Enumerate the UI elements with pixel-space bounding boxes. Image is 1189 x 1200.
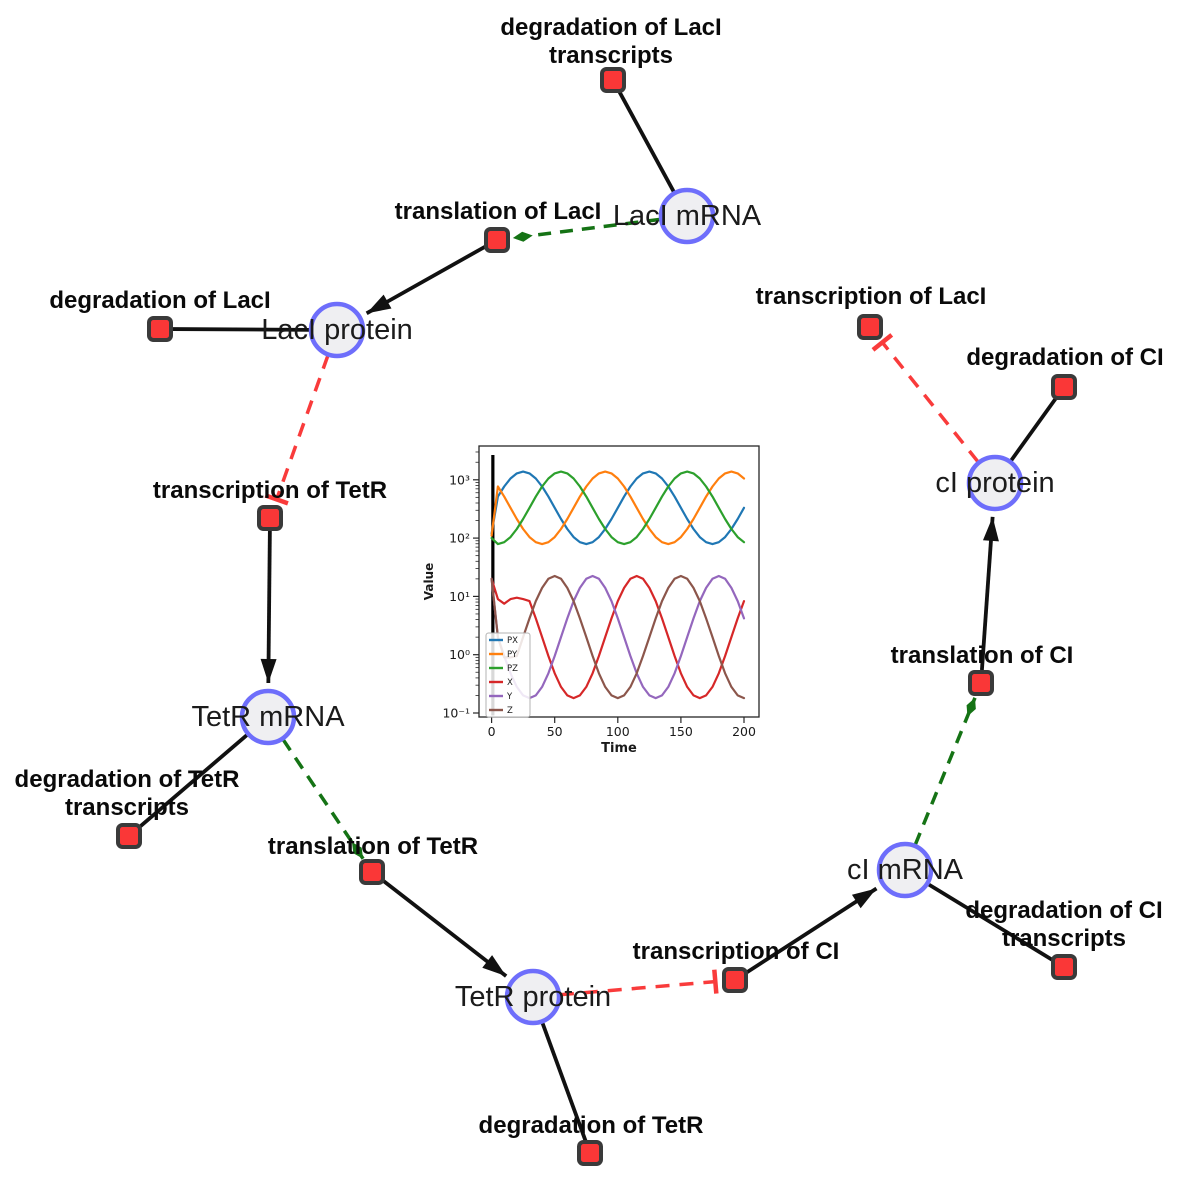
reaction-node-translation-laci[interactable] bbox=[484, 227, 510, 253]
edge-consumption-ci-protein-deg-ci bbox=[1009, 396, 1058, 463]
reaction-node-transcription-tetr[interactable] bbox=[257, 505, 283, 531]
reaction-node-deg-ci-transcripts[interactable] bbox=[1051, 954, 1077, 980]
edge-modifier-ci-mrna-translation-ci bbox=[913, 697, 977, 846]
x-axis-title: Time bbox=[601, 741, 637, 756]
series-line-Z bbox=[490, 574, 746, 700]
edge-inhibition-ci-protein-transcription-laci bbox=[871, 333, 980, 464]
legend-label-Z: Z bbox=[507, 706, 513, 716]
reaction-node-deg-laci[interactable] bbox=[147, 316, 173, 342]
y-tick-label: 10⁰ bbox=[449, 647, 470, 662]
x-tick-label: 150 bbox=[669, 724, 693, 739]
x-tick-label: 200 bbox=[732, 724, 756, 739]
edge-inhibition-tetr-protein-transcription-ci bbox=[559, 969, 719, 997]
edge-consumption-tetr-protein-deg-tetr bbox=[540, 1021, 588, 1142]
legend-label-X: X bbox=[507, 678, 513, 688]
series-line-PX bbox=[490, 470, 746, 546]
reaction-node-transcription-laci[interactable] bbox=[857, 314, 883, 340]
edge-production-transcription-ci-ci-mrna bbox=[744, 886, 878, 975]
reaction-node-deg-tetr[interactable] bbox=[577, 1140, 603, 1166]
species-node-ci-mrna[interactable] bbox=[876, 841, 934, 899]
legend-label-PY: PY bbox=[507, 650, 518, 660]
edge-production-translation-ci-ci-protein bbox=[980, 516, 999, 671]
edges-layer bbox=[137, 90, 1058, 1142]
y-tick-label: 10³ bbox=[449, 472, 470, 487]
series-line-X bbox=[490, 574, 746, 700]
x-tick-label: 100 bbox=[606, 724, 630, 739]
edge-modifier-laci-mrna-translation-laci bbox=[512, 217, 661, 242]
x-tick-label: 50 bbox=[547, 724, 563, 739]
reaction-node-deg-ci[interactable] bbox=[1051, 374, 1077, 400]
series-line-PY bbox=[490, 470, 746, 546]
y-tick-label: 10¹ bbox=[449, 589, 470, 604]
inset-plot: 10³ 10² 10¹ 10⁰ 10⁻¹ 0 50 100 150 200 Time Value PX P… bbox=[422, 445, 760, 756]
edge-production-translation-tetr-tetr-protein bbox=[381, 878, 508, 978]
species-node-tetr-mrna[interactable] bbox=[239, 688, 297, 746]
series-line-PZ bbox=[490, 470, 746, 546]
y-axis-title: Value bbox=[422, 563, 436, 601]
y-tick-label: 10⁻¹ bbox=[442, 706, 470, 721]
species-node-tetr-protein[interactable] bbox=[504, 968, 562, 1026]
series-line-Y bbox=[490, 574, 746, 700]
species-node-ci-protein[interactable] bbox=[966, 454, 1024, 512]
edge-consumption-ci-mrna-deg-ci-transcripts bbox=[927, 882, 1054, 962]
edge-production-translation-laci-laci-protein bbox=[365, 244, 487, 315]
nodes-layer bbox=[116, 67, 1077, 1166]
reaction-node-translation-tetr[interactable] bbox=[359, 859, 385, 885]
edge-consumption-laci-protein-deg-laci bbox=[172, 327, 311, 332]
reaction-node-deg-tetr-transcripts[interactable] bbox=[116, 823, 142, 849]
species-node-laci-mrna[interactable] bbox=[658, 187, 716, 245]
x-tick-label: 0 bbox=[488, 724, 496, 739]
edge-inhibition-laci-protein-transcription-tetr bbox=[264, 354, 330, 506]
reaction-node-deg-laci-transcripts[interactable] bbox=[600, 67, 626, 93]
species-node-laci-protein[interactable] bbox=[308, 301, 366, 359]
edge-consumption-tetr-mrna-deg-tetr-transcripts bbox=[137, 733, 249, 829]
legend-label-Y: Y bbox=[506, 692, 513, 702]
edge-modifier-tetr-mrna-translation-tetr bbox=[281, 738, 365, 860]
reaction-node-transcription-ci[interactable] bbox=[722, 967, 748, 993]
reaction-node-translation-ci[interactable] bbox=[968, 670, 994, 696]
y-tick-label: 10² bbox=[449, 531, 470, 546]
legend-label-PZ: PZ bbox=[507, 664, 518, 674]
edge-consumption-laci-mrna-deg-laci-transcripts bbox=[617, 90, 676, 194]
edge-production-transcription-tetr-tetr-mrna bbox=[260, 530, 277, 684]
legend-label-PX: PX bbox=[507, 636, 518, 646]
